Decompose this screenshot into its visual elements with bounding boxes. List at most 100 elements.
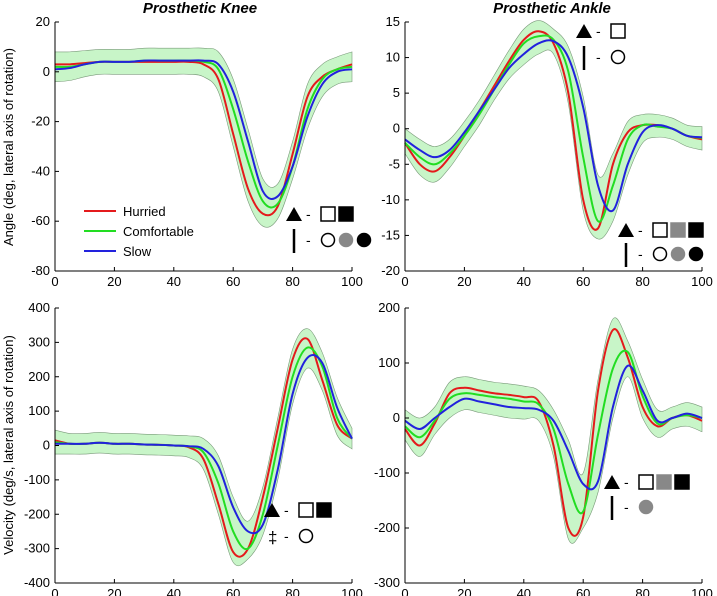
series-line-hurried <box>404 328 703 537</box>
y-tick-label: -300 <box>374 575 400 590</box>
y-tick-label: 5 <box>393 85 400 100</box>
x-tick-label: 80 <box>285 274 299 289</box>
x-tick-label: 100 <box>341 586 363 596</box>
x-tick-label: 80 <box>635 274 649 289</box>
square-black-icon <box>316 502 332 518</box>
significance-annotation: - <box>624 243 704 267</box>
x-tick-label: 0 <box>401 586 408 596</box>
legend-label-slow: Slow <box>123 244 152 259</box>
triangle-icon <box>264 503 280 517</box>
x-tick-label: 40 <box>167 586 181 596</box>
significance-annotation: ‡ - <box>268 528 314 547</box>
x-tick-label: 20 <box>457 586 471 596</box>
series-line-comfortable <box>404 349 703 515</box>
circle-white-icon <box>610 49 626 65</box>
x-tick-label: 80 <box>285 586 299 596</box>
dash-separator: - <box>624 499 629 515</box>
x-tick-label: 40 <box>167 274 181 289</box>
square-black-icon <box>688 222 704 238</box>
y-tick-label: 400 <box>28 300 50 315</box>
circle-black-icon <box>688 246 704 262</box>
x-tick-label: 40 <box>517 586 531 596</box>
y-tick-label: -20 <box>381 263 400 278</box>
x-tick-label: 0 <box>401 274 408 289</box>
dash-separator: - <box>284 528 289 544</box>
series-line-slow <box>404 364 703 491</box>
y-tick-label: 200 <box>378 300 400 315</box>
significance-annotation: - <box>576 23 626 39</box>
y-tick-label: -5 <box>388 156 400 171</box>
ylabel-angle: Angle (deg, lateral axis of rotation) <box>1 48 16 246</box>
circle-gray-icon <box>638 499 654 515</box>
significance-annotation: - <box>610 496 654 520</box>
y-tick-label: -100 <box>24 472 50 487</box>
x-tick-label: 60 <box>576 586 590 596</box>
circle-black-icon <box>356 232 372 248</box>
dash-separator: - <box>638 246 643 262</box>
legend-label-hurried: Hurried <box>123 204 166 219</box>
significance-annotation: - <box>286 206 354 222</box>
series-line-slow <box>54 59 353 200</box>
x-tick-label: 100 <box>691 586 713 596</box>
y-tick-label: 0 <box>393 410 400 425</box>
y-tick-label: -60 <box>31 213 50 228</box>
legend: Hurried Comfortable Slow <box>84 204 194 259</box>
x-tick-label: 80 <box>635 586 649 596</box>
subplot-knee-angle: 200-20-40-60-800 20 40 60 80 100-- <box>31 14 372 289</box>
square-white-icon <box>298 502 314 518</box>
y-tick-label: -100 <box>374 465 400 480</box>
y-tick-label: -300 <box>24 541 50 556</box>
y-tick-label: 300 <box>28 334 50 349</box>
variability-band <box>404 20 703 240</box>
circle-gray-icon <box>338 232 354 248</box>
circle-gray-icon <box>670 246 686 262</box>
square-gray-icon <box>670 222 686 238</box>
y-tick-label: 20 <box>36 14 50 29</box>
circle-white-icon <box>652 246 668 262</box>
triangle-icon <box>618 223 634 237</box>
x-tick-label: 60 <box>576 274 590 289</box>
x-tick-label: 20 <box>107 586 121 596</box>
y-tick-label: 100 <box>378 355 400 370</box>
dash-separator: - <box>284 502 289 518</box>
y-tick-label: 200 <box>28 369 50 384</box>
y-tick-label: -200 <box>24 506 50 521</box>
series-line-slow <box>404 39 703 213</box>
dash-separator: - <box>638 222 643 238</box>
title-knee: Prosthetic Knee <box>143 0 257 17</box>
significance-annotation: - <box>604 474 690 490</box>
x-tick-label: 0 <box>51 586 58 596</box>
y-tick-label: -80 <box>31 263 50 278</box>
circle-white-icon <box>298 528 314 544</box>
y-tick-label: -200 <box>374 520 400 535</box>
x-tick-label: 0 <box>51 274 58 289</box>
triangle-icon <box>576 24 592 38</box>
series-line-slow <box>55 354 353 535</box>
x-tick-label: 60 <box>226 586 240 596</box>
x-tick-label: 40 <box>517 274 531 289</box>
y-tick-label: -15 <box>381 227 400 242</box>
title-ankle: Prosthetic Ankle <box>493 0 611 17</box>
significance-annotation: - <box>292 229 372 253</box>
y-tick-label: 0 <box>393 121 400 136</box>
double-dagger-icon: ‡ <box>268 528 277 547</box>
y-tick-label: -10 <box>381 192 400 207</box>
square-white-icon <box>652 222 668 238</box>
variability-band <box>54 328 353 567</box>
square-gray-icon <box>656 474 672 490</box>
y-tick-label: 10 <box>386 50 400 65</box>
y-tick-label: -400 <box>24 575 50 590</box>
x-tick-label: 100 <box>341 274 363 289</box>
square-white-icon <box>610 23 626 39</box>
dash-separator: - <box>624 474 629 490</box>
dash-separator: - <box>596 49 601 65</box>
y-tick-label: -40 <box>31 163 50 178</box>
dash-separator: - <box>306 206 311 222</box>
dash-separator: - <box>596 23 601 39</box>
dash-separator: - <box>306 232 311 248</box>
square-white-icon <box>638 474 654 490</box>
y-tick-label: -20 <box>31 114 50 129</box>
